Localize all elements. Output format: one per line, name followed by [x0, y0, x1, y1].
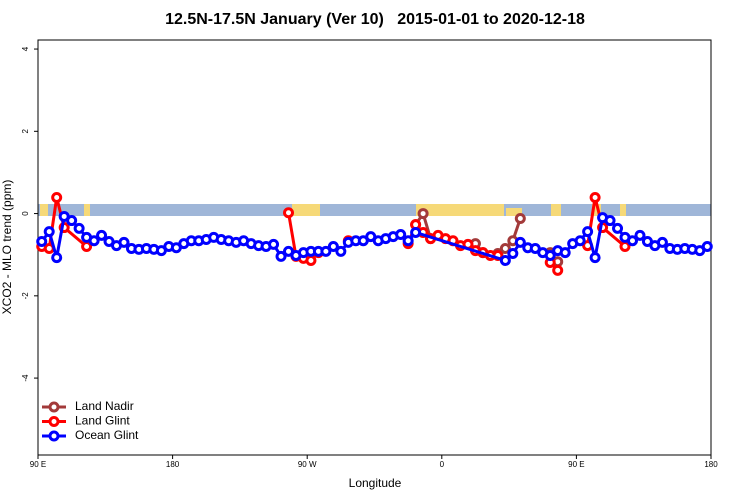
data-point [514, 213, 526, 225]
data-point [410, 226, 422, 238]
y-tick-label: -4 [21, 374, 30, 382]
data-point [559, 247, 571, 259]
data-point [268, 238, 280, 250]
data-point [701, 240, 713, 252]
series-line [586, 197, 626, 248]
data-point [36, 236, 48, 248]
legend-marker [48, 416, 60, 427]
data-point [88, 235, 100, 247]
x-axis-label: Longitude [349, 476, 402, 490]
data-point [634, 229, 646, 241]
x-tick-label: 90 W [298, 460, 317, 469]
data-point [66, 215, 78, 227]
data-point [582, 226, 594, 238]
land-patch [592, 204, 601, 216]
data-point [327, 240, 339, 252]
x-tick-label: 180 [166, 460, 180, 469]
data-point [283, 207, 295, 219]
data-point [544, 250, 556, 262]
legend-label: Land Nadir [75, 399, 134, 413]
data-point [51, 192, 63, 204]
legend-marker [48, 430, 60, 442]
data-point [320, 245, 332, 257]
y-tick-label: 0 [21, 211, 30, 216]
data-point [417, 208, 429, 220]
legend-item: Land Nadir [42, 399, 134, 413]
land-mask [38, 204, 711, 216]
land-patch [40, 204, 48, 216]
land-patch [292, 204, 320, 216]
data-point [305, 254, 317, 266]
data-point [275, 250, 287, 262]
data-point [96, 229, 108, 241]
chart-title: 12.5N-17.5N January (Ver 10) 2015-01-01 … [165, 11, 585, 28]
y-tick-label: 4 [21, 46, 30, 51]
data-point [626, 235, 638, 247]
legend-label: Ocean Glint [75, 428, 139, 442]
data-point [51, 252, 63, 264]
legend-item: Ocean Glint [42, 428, 139, 442]
data-point [619, 240, 631, 252]
legend-item: Land Glint [42, 414, 130, 428]
legend-label: Land Glint [75, 414, 130, 428]
land-patch [84, 204, 90, 216]
x-tick-label: 90 E [30, 460, 46, 469]
data-point [499, 243, 511, 255]
data-point [514, 236, 526, 248]
data-point [43, 226, 55, 238]
data-point [589, 192, 601, 204]
land-patch [506, 208, 522, 216]
data-point [81, 240, 93, 252]
data-point [589, 252, 601, 264]
x-tick-label: 90 E [568, 460, 584, 469]
data-point [499, 254, 511, 266]
data-point [656, 236, 668, 248]
data-point [604, 215, 616, 227]
x-tick-label: 180 [704, 460, 718, 469]
y-tick-label: -2 [21, 292, 30, 300]
data-point [574, 235, 586, 247]
data-point [73, 222, 85, 234]
data-point [335, 245, 347, 257]
land-patch [551, 204, 561, 216]
data-point [118, 236, 130, 248]
legend-marker [48, 401, 60, 413]
data-point [395, 229, 407, 241]
data-point [402, 235, 414, 247]
data-point [507, 247, 519, 259]
land-patch [416, 204, 504, 216]
y-axis-label: XCO2 - MLO trend (ppm) [0, 180, 14, 315]
y-tick-label: 2 [21, 129, 30, 134]
data-point [552, 264, 564, 276]
ocean-band [38, 204, 711, 216]
land-patch [620, 204, 626, 216]
x-tick-label: 0 [440, 460, 445, 469]
data-point [612, 222, 624, 234]
